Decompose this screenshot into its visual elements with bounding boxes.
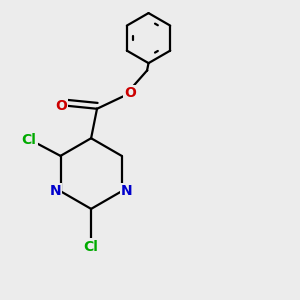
Text: Cl: Cl bbox=[22, 133, 36, 147]
Text: N: N bbox=[121, 184, 133, 198]
Text: O: O bbox=[124, 86, 136, 100]
Text: O: O bbox=[55, 99, 67, 113]
Text: Cl: Cl bbox=[84, 240, 98, 254]
Text: N: N bbox=[50, 184, 61, 198]
